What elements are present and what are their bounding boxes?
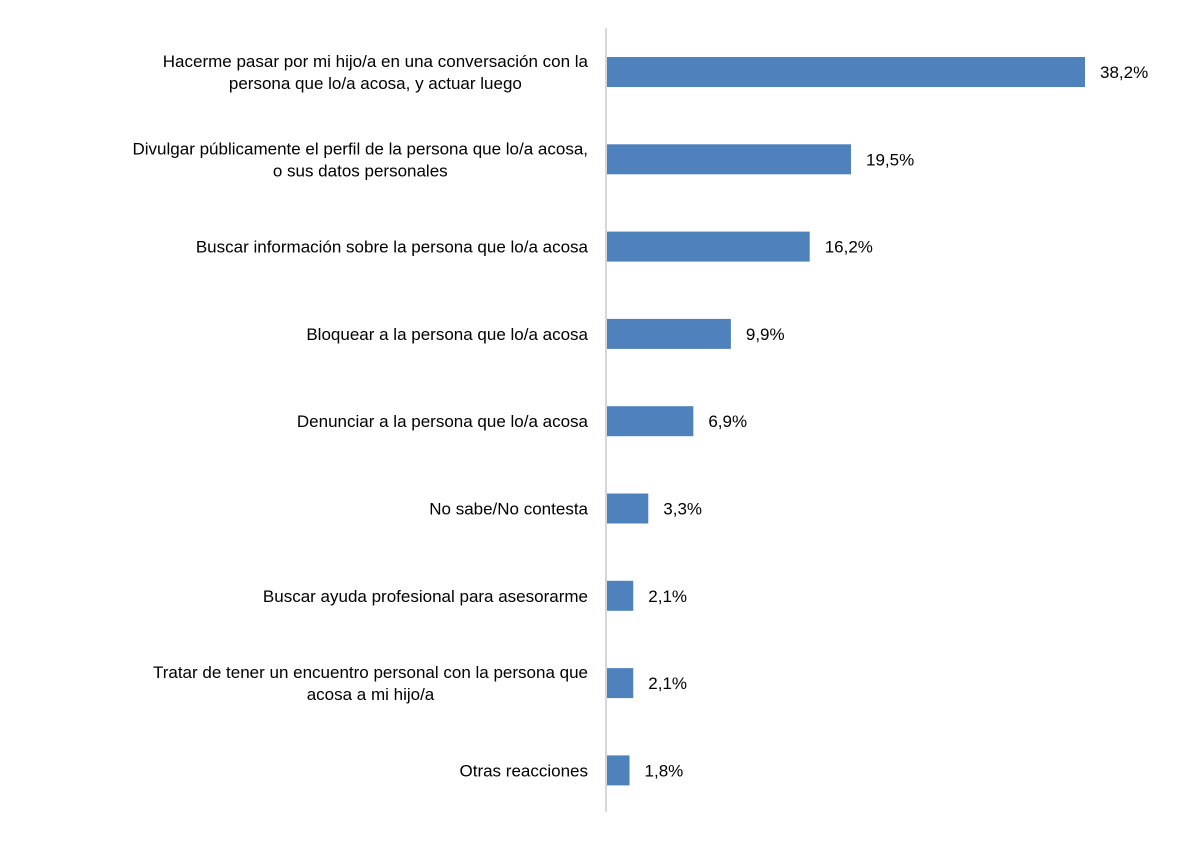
value-label: 38,2% bbox=[1100, 63, 1148, 82]
category-label-line: Tratar de tener un encuentro personal co… bbox=[153, 663, 588, 682]
category-label-line: Otras reacciones bbox=[460, 761, 589, 780]
bar bbox=[607, 406, 694, 437]
category-label-line: Buscar ayuda profesional para asesorarme bbox=[263, 587, 588, 606]
category-label: Buscar información sobre la persona que … bbox=[196, 238, 589, 257]
bars bbox=[607, 57, 1085, 786]
category-label-line: Divulgar públicamente el perfil de la pe… bbox=[133, 139, 589, 158]
category-label-line: o sus datos personales bbox=[273, 161, 448, 180]
value-label: 2,1% bbox=[648, 674, 687, 693]
bar bbox=[607, 668, 634, 699]
value-label: 9,9% bbox=[746, 325, 785, 344]
category-label: Otras reacciones bbox=[460, 761, 589, 780]
category-label-line: Bloquear a la persona que lo/a acosa bbox=[306, 325, 588, 344]
category-label: Divulgar públicamente el perfil de la pe… bbox=[133, 139, 589, 180]
category-label: No sabe/No contesta bbox=[429, 500, 588, 519]
value-label: 6,9% bbox=[708, 412, 747, 431]
category-label: Hacerme pasar por mi hijo/a en una conve… bbox=[163, 52, 589, 93]
value-label: 1,8% bbox=[645, 761, 684, 780]
value-label: 19,5% bbox=[866, 150, 914, 169]
bar bbox=[607, 318, 731, 349]
category-label-line: persona que lo/a acosa, y actuar luego bbox=[229, 74, 522, 93]
value-label: 2,1% bbox=[648, 587, 687, 606]
category-label: Denunciar a la persona que lo/a acosa bbox=[297, 412, 589, 431]
bar bbox=[607, 580, 634, 611]
bar bbox=[607, 493, 649, 524]
category-label-line: Hacerme pasar por mi hijo/a en una conve… bbox=[163, 52, 589, 71]
bar bbox=[607, 231, 810, 262]
category-labels: Hacerme pasar por mi hijo/a en una conve… bbox=[133, 52, 589, 780]
bar bbox=[607, 144, 852, 175]
category-label: Buscar ayuda profesional para asesorarme bbox=[263, 587, 588, 606]
category-label-line: Buscar información sobre la persona que … bbox=[196, 238, 589, 257]
bar bbox=[607, 57, 1085, 87]
bar bbox=[607, 755, 630, 786]
category-label-line: Denunciar a la persona que lo/a acosa bbox=[297, 412, 589, 431]
category-label-line: acosa a mi hijo/a bbox=[307, 685, 435, 704]
value-labels: 38,2% 19,5% 16,2% 9,9% 6,9% 3,3% 2,1% 2,1% 1,8% bbox=[645, 63, 1149, 780]
category-label: Tratar de tener un encuentro personal co… bbox=[153, 663, 588, 704]
category-label-line: No sabe/No contesta bbox=[429, 500, 588, 519]
category-label: Bloquear a la persona que lo/a acosa bbox=[306, 325, 588, 344]
value-label: 16,2% bbox=[825, 238, 873, 257]
value-label: 3,3% bbox=[663, 500, 702, 519]
